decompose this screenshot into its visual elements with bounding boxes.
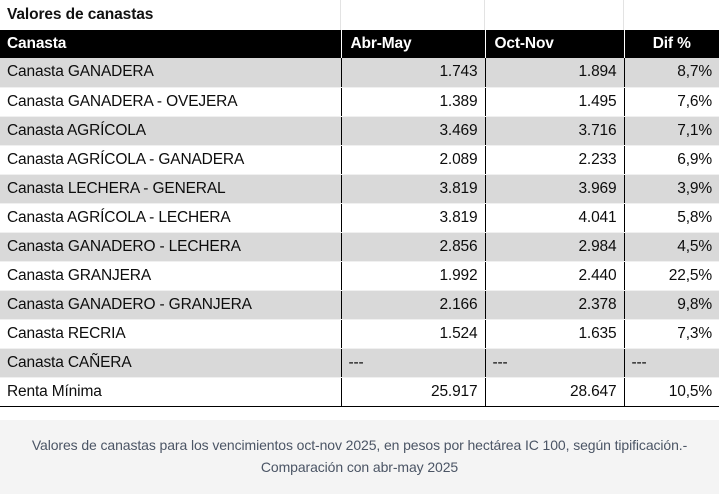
cell-dif-pct: 3,9% bbox=[624, 174, 719, 204]
table-header-row: Canasta Abr-May Oct-Nov Dif % bbox=[0, 30, 719, 58]
cell-canasta-name: Canasta GRANJERA bbox=[0, 261, 342, 291]
table-row[interactable]: Canasta GANADERA - OVEJERA 1.389 1.495 7,6% bbox=[0, 87, 719, 117]
cell-canasta-name: Canasta RECRIA bbox=[0, 319, 342, 349]
cell-oct-nov: --- bbox=[485, 348, 625, 378]
cell-abr-may: 25.917 bbox=[341, 377, 486, 407]
cell-dif-pct: --- bbox=[624, 348, 719, 378]
cell-canasta-name: Renta Mínima bbox=[0, 377, 342, 407]
cell-canasta-name: Canasta CAÑERA bbox=[0, 348, 342, 378]
cell-oct-nov: 1.894 bbox=[485, 58, 625, 88]
table-header: Canasta Abr-May Oct-Nov Dif % bbox=[0, 30, 719, 58]
cell-abr-may: 1.743 bbox=[341, 58, 486, 88]
cell-oct-nov: 3.969 bbox=[485, 174, 625, 204]
footer-note-text: Valores de canastas para los vencimiento… bbox=[31, 437, 688, 475]
cell-abr-may: 2.089 bbox=[341, 145, 486, 175]
cell-oct-nov: 2.233 bbox=[485, 145, 625, 175]
cell-canasta-name: Canasta GANADERA bbox=[0, 58, 342, 88]
cell-oct-nov: 1.495 bbox=[485, 87, 625, 117]
table-row[interactable]: Canasta LECHERA - GENERAL 3.819 3.969 3,9% bbox=[0, 174, 719, 204]
cell-oct-nov: 1.635 bbox=[485, 319, 625, 349]
column-header-dif-pct[interactable]: Dif % bbox=[624, 30, 719, 58]
cell-oct-nov: 28.647 bbox=[485, 377, 625, 407]
cell-canasta-name: Canasta AGRÍCOLA - LECHERA bbox=[0, 203, 342, 233]
cell-oct-nov: 3.716 bbox=[485, 116, 625, 146]
title-blank-cell-3 bbox=[624, 0, 719, 30]
table-row[interactable]: Canasta CAÑERA --- --- --- bbox=[0, 348, 719, 378]
cell-dif-pct: 5,8% bbox=[624, 203, 719, 233]
column-header-canasta[interactable]: Canasta bbox=[0, 30, 342, 58]
cell-abr-may: 1.389 bbox=[341, 87, 486, 117]
cell-canasta-name: Canasta LECHERA - GENERAL bbox=[0, 174, 342, 204]
cell-abr-may: 1.524 bbox=[341, 319, 486, 349]
table-row[interactable]: Canasta GANADERA 1.743 1.894 8,7% bbox=[0, 58, 719, 88]
table-row[interactable]: Canasta GANADERO - GRANJERA 2.166 2.378 9,8… bbox=[0, 290, 719, 320]
cell-canasta-name: Canasta AGRÍCOLA bbox=[0, 116, 342, 146]
table-row[interactable]: Canasta AGRÍCOLA 3.469 3.716 7,1% bbox=[0, 116, 719, 146]
cell-canasta-name: Canasta GANADERA - OVEJERA bbox=[0, 87, 342, 117]
cell-dif-pct: 9,8% bbox=[624, 290, 719, 320]
cell-dif-pct: 8,7% bbox=[624, 58, 719, 88]
table-row[interactable]: Renta Mínima 25.917 28.647 10,5% bbox=[0, 377, 719, 407]
cell-oct-nov: 2.378 bbox=[485, 290, 625, 320]
cell-dif-pct: 7,3% bbox=[624, 319, 719, 349]
cell-canasta-name: Canasta AGRÍCOLA - GANADERA bbox=[0, 145, 342, 175]
cell-dif-pct: 22,5% bbox=[624, 261, 719, 291]
column-header-oct-nov[interactable]: Oct-Nov bbox=[485, 30, 625, 58]
cell-abr-may: --- bbox=[341, 348, 486, 378]
cell-canasta-name: Canasta GANADERO - GRANJERA bbox=[0, 290, 342, 320]
cell-canasta-name: Canasta GANADERO - LECHERA bbox=[0, 232, 342, 262]
title-blank-cell-2 bbox=[485, 0, 624, 30]
title-row: Valores de canastas bbox=[0, 0, 719, 30]
cell-abr-may: 3.819 bbox=[341, 174, 486, 204]
title-blank-cell-1 bbox=[341, 0, 485, 30]
cell-dif-pct: 7,1% bbox=[624, 116, 719, 146]
page-title: Valores de canastas bbox=[0, 0, 341, 30]
cell-abr-may: 3.469 bbox=[341, 116, 486, 146]
table-row[interactable]: Canasta RECRIA 1.524 1.635 7,3% bbox=[0, 319, 719, 349]
table-body: Canasta GANADERA 1.743 1.894 8,7% Canasta GA… bbox=[0, 58, 719, 407]
canastas-table: Canasta Abr-May Oct-Nov Dif % Canasta GA… bbox=[0, 30, 719, 407]
cell-abr-may: 2.856 bbox=[341, 232, 486, 262]
cell-oct-nov: 2.984 bbox=[485, 232, 625, 262]
table-row[interactable]: Canasta GRANJERA 1.992 2.440 22,5% bbox=[0, 261, 719, 291]
cell-oct-nov: 2.440 bbox=[485, 261, 625, 291]
table-row[interactable]: Canasta AGRÍCOLA - GANADERA 2.089 2.233 6,9… bbox=[0, 145, 719, 175]
table-row[interactable]: Canasta GANADERO - LECHERA 2.856 2.984 4,5% bbox=[0, 232, 719, 262]
cell-dif-pct: 4,5% bbox=[624, 232, 719, 262]
table-row[interactable]: Canasta AGRÍCOLA - LECHERA 3.819 4.041 5,8% bbox=[0, 203, 719, 233]
cell-abr-may: 1.992 bbox=[341, 261, 486, 291]
cell-dif-pct: 10,5% bbox=[624, 377, 719, 407]
cell-abr-may: 3.819 bbox=[341, 203, 486, 233]
cell-oct-nov: 4.041 bbox=[485, 203, 625, 233]
column-header-abr-may[interactable]: Abr-May bbox=[341, 30, 486, 58]
cell-dif-pct: 7,6% bbox=[624, 87, 719, 117]
cell-abr-may: 2.166 bbox=[341, 290, 486, 320]
cell-dif-pct: 6,9% bbox=[624, 145, 719, 175]
footer-note: Valores de canastas para los vencimiento… bbox=[0, 420, 719, 494]
